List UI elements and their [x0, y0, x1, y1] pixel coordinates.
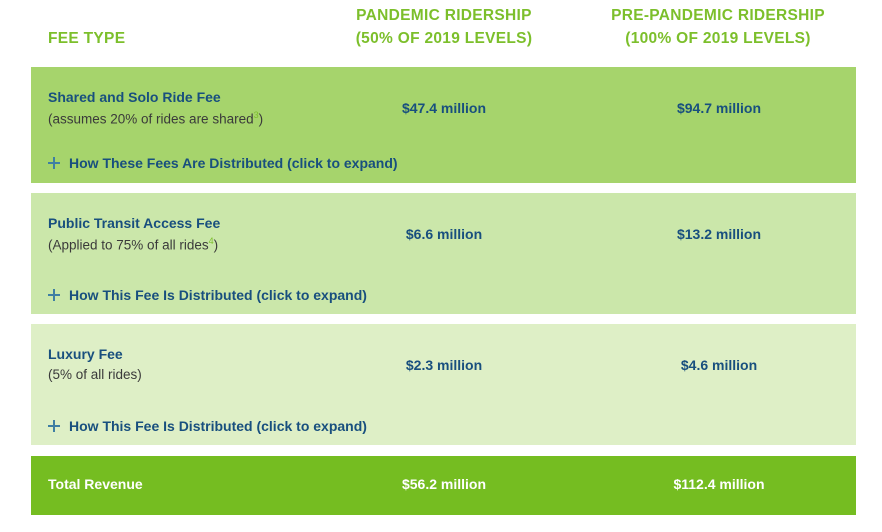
- fee-note-text: (5% of all rides): [48, 367, 142, 382]
- expand-label: How These Fees Are Distributed (click to…: [69, 155, 398, 171]
- pandemic-header-line2: (50% OF 2019 LEVELS): [355, 30, 533, 47]
- table-row-shared-solo-fee: Shared and Solo Ride Fee (assumes 20% of…: [31, 67, 856, 183]
- fee-note: (5% of all rides): [48, 367, 142, 382]
- fee-name: Shared and Solo Ride Fee: [48, 89, 221, 105]
- fee-note-text: (Applied to 75% of all rides: [48, 237, 209, 253]
- pandemic-ridership-header: PANDEMIC RIDERSHIP (50% OF 2019 LEVELS): [330, 4, 558, 50]
- table-row-public-transit-fee: Public Transit Access Fee (Applied to 75…: [31, 193, 856, 314]
- prepandemic-ridership-header: PRE-PANDEMIC RIDERSHIP (100% OF 2019 LEV…: [590, 4, 846, 50]
- fee-note-close: ): [258, 111, 264, 127]
- total-pandemic-value: $56.2 million: [401, 476, 487, 492]
- fee-note-text: (assumes 20% of rides are shared: [48, 111, 254, 127]
- plus-icon: [48, 420, 60, 432]
- expand-distribution-toggle[interactable]: How This Fee Is Distributed (click to ex…: [48, 287, 367, 303]
- table-row-luxury-fee: Luxury Fee (5% of all rides) $2.3 millio…: [31, 324, 856, 445]
- prepandemic-header-line1: PRE-PANDEMIC RIDERSHIP: [611, 7, 825, 24]
- fee-note-close: ): [213, 237, 219, 253]
- fee-type-header: FEE TYPE: [48, 30, 126, 47]
- prepandemic-header-line2: (100% OF 2019 LEVELS): [625, 30, 811, 47]
- pandemic-value: $2.3 million: [405, 357, 483, 373]
- pandemic-value: $47.4 million: [401, 100, 487, 116]
- table-row-total-revenue: Total Revenue $56.2 million $112.4 milli…: [31, 456, 856, 515]
- prepandemic-value: $4.6 million: [680, 357, 758, 373]
- fee-note: (Applied to 75% of all rides4): [48, 236, 218, 253]
- expand-distribution-toggle[interactable]: How These Fees Are Distributed (click to…: [48, 155, 398, 171]
- expand-distribution-toggle[interactable]: How This Fee Is Distributed (click to ex…: [48, 418, 367, 434]
- expand-label: How This Fee Is Distributed (click to ex…: [69, 418, 367, 434]
- plus-icon: [48, 157, 60, 169]
- prepandemic-value: $13.2 million: [676, 226, 762, 242]
- pandemic-value: $6.6 million: [405, 226, 483, 242]
- total-prepandemic-value: $112.4 million: [673, 476, 765, 492]
- expand-label: How This Fee Is Distributed (click to ex…: [69, 287, 367, 303]
- footnote-link[interactable]: 4: [208, 236, 214, 246]
- fee-name: Public Transit Access Fee: [48, 215, 221, 231]
- pandemic-header-line1: PANDEMIC RIDERSHIP: [356, 7, 532, 24]
- fee-name: Luxury Fee: [48, 346, 123, 362]
- fee-note: (assumes 20% of rides are shared3): [48, 110, 263, 127]
- table-header: FEE TYPE PANDEMIC RIDERSHIP (50% OF 2019…: [0, 0, 882, 60]
- footnote-link[interactable]: 3: [253, 110, 259, 120]
- plus-icon: [48, 289, 60, 301]
- prepandemic-value: $94.7 million: [676, 100, 762, 116]
- total-label: Total Revenue: [48, 476, 143, 492]
